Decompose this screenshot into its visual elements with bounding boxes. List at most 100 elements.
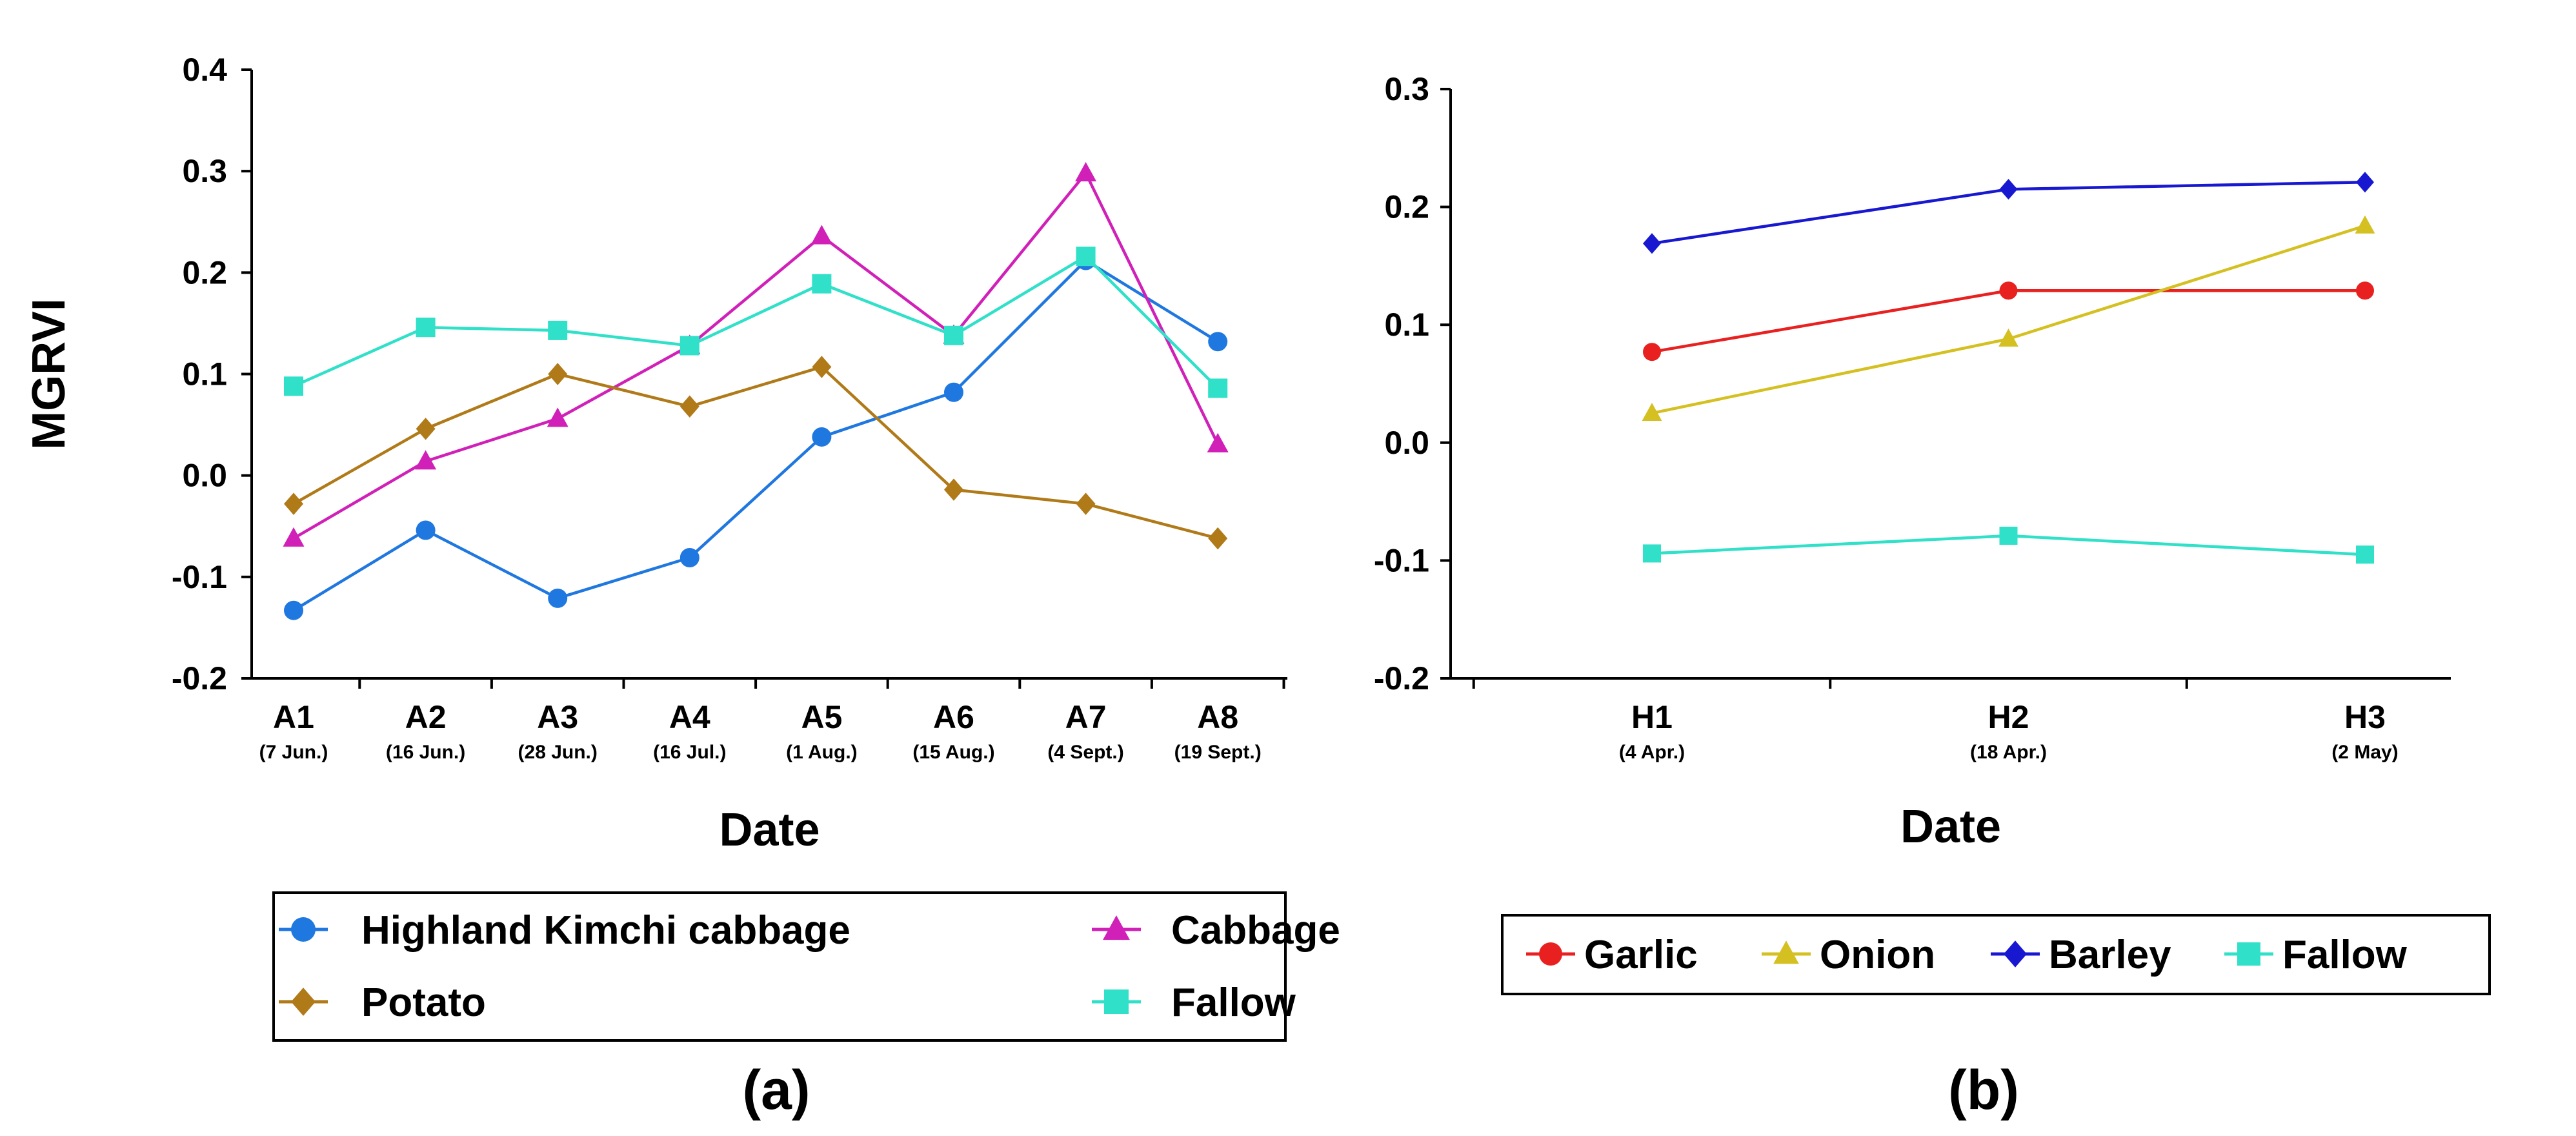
panel-a-x-tick-date: (19 Sept.) [1174, 742, 1262, 763]
panel-a-y-tick-label: 0.4 [182, 52, 227, 88]
panel-b-point-barley [2356, 172, 2374, 193]
panel-b-legend-label-onion: Onion [1820, 933, 1935, 977]
panel-a-y-tick-label: 0.0 [182, 458, 227, 494]
panel-a-point-potato [416, 418, 436, 440]
panel-b-x-tick-date: (4 Apr.) [1619, 742, 1685, 763]
panel-b-point-barley [1643, 233, 1661, 254]
panel-a-y-tick-label: -0.2 [172, 660, 227, 696]
panel-a-y-axis-title: MGRVI [23, 298, 75, 450]
panel-a-point-potato [1076, 492, 1096, 515]
panel-a-legend-marker-cabbage [1103, 915, 1130, 940]
panel-b-point-fallow [1999, 527, 2018, 545]
panel-b-legend-marker-fallow [2237, 942, 2260, 966]
panel-a-point-fallow [812, 274, 832, 294]
panel-b-y-tick-label: -0.2 [1374, 660, 1429, 696]
panel-a-series-line-cabbage [292, 172, 1220, 540]
panel-a-point-highland-kimchi-cabbage [679, 547, 699, 567]
panel-b-series-line-onion [1651, 224, 2366, 415]
panel-a-x-tick-date: (7 Jun.) [259, 742, 328, 763]
panel-a-legend-label-potato: Potato [361, 980, 486, 1025]
panel-a-series-line-highland-kimchi-cabbage [292, 259, 1219, 612]
panel-a-point-fallow [284, 376, 303, 396]
panel-b-point-fallow [2356, 545, 2374, 564]
panel-a-x-tick-label: A7 [1065, 699, 1107, 735]
panel-b-point-onion [1998, 329, 2018, 347]
panel-b-legend-marker-barley [2004, 940, 2027, 968]
panel-a-point-potato [1208, 527, 1228, 550]
panel-b-y-tick-label: 0.1 [1384, 307, 1429, 343]
panel-b-y-tick-label: 0.2 [1384, 189, 1429, 225]
panel-a-point-potato [548, 363, 568, 385]
panel-a-series-line-fallow [293, 254, 1219, 390]
panel-b-x-axis-title: Date [1900, 801, 2001, 853]
panel-a-x-tick-label: A3 [537, 699, 578, 735]
panel-a-point-fallow [548, 320, 568, 340]
panel-a-point-potato [812, 356, 832, 378]
panel-b-point-garlic [1999, 281, 2018, 300]
panel-a-y-tick-label: 0.1 [182, 356, 227, 392]
panel-a-point-highland-kimchi-cabbage [1208, 332, 1228, 352]
panel-b-point-onion [2355, 215, 2375, 234]
panel-a-x-tick-label: A6 [933, 699, 974, 735]
panel-a-point-highland-kimchi-cabbage [944, 382, 963, 402]
panel-a-point-fallow [1208, 378, 1228, 398]
panel-a-legend-marker-highland-kimchi-cabbage [291, 917, 316, 942]
panel-a-legend-marker-potato [291, 988, 316, 1016]
chart-panel-a: 0.4 0.3 0.2 0.1 0.0 -0.1 -0.2 A1 (7 Jun.) A2 (16 J… [23, 52, 1340, 1121]
panel-b-x-tick-date: (2 May) [2331, 742, 2398, 763]
chart-panel-b: 0.3 0.2 0.1 0.0 -0.1 -0.2 H1 (4 Apr.) H2 (18 Apr.… [1374, 71, 2491, 1121]
panel-a-x-axis-title: Date [719, 804, 820, 856]
panel-a-x-tick-date: (15 Aug.) [912, 742, 994, 763]
panel-b-point-barley [1999, 179, 2018, 200]
panel-a-y-tick-label: -0.1 [172, 559, 227, 595]
panel-a-point-cabbage [810, 225, 832, 245]
panel-a-y-tick-label: 0.3 [182, 153, 227, 189]
panel-b-x-tick-label: H2 [1988, 699, 2029, 735]
panel-b-x-tick-date: (18 Apr.) [1970, 742, 2047, 763]
panel-b-point-garlic [2356, 281, 2374, 300]
panel-a-x-tick-label: A4 [669, 699, 710, 735]
panel-b-label: (b) [1948, 1059, 2019, 1121]
panel-b-legend-label-garlic: Garlic [1584, 933, 1698, 977]
panel-a-point-highland-kimchi-cabbage [416, 520, 436, 540]
panel-a-point-fallow [1076, 247, 1096, 267]
panel-a-x-tick-label: A8 [1197, 699, 1238, 735]
panel-b-y-tick-label: -0.1 [1374, 542, 1429, 578]
panel-a-legend-label-highland-kimchi-cabbage: Highland Kimchi cabbage [361, 908, 850, 953]
panel-b-y-tick-label: 0.3 [1384, 71, 1429, 107]
panel-a-x-tick-date: (4 Sept.) [1047, 742, 1123, 763]
panel-b-legend-label-fallow: Fallow [2282, 933, 2408, 977]
panel-a-point-cabbage [283, 527, 305, 547]
panel-a-x-tick-label: A1 [273, 699, 314, 735]
panel-b-legend-label-barley: Barley [2049, 933, 2171, 977]
panel-a-legend-marker-fallow [1104, 989, 1129, 1014]
panel-b-point-garlic [1643, 343, 1661, 361]
panel-a-point-highland-kimchi-cabbage [812, 427, 832, 447]
panel-b-y-tick-label: 0.0 [1384, 425, 1429, 461]
panel-b-point-onion [1642, 403, 1662, 421]
panel-a-point-potato [944, 478, 963, 501]
panel-b-point-fallow [1643, 544, 1661, 563]
panel-b-x-tick-label: H3 [2344, 699, 2386, 735]
panel-a-y-tick-label: 0.2 [182, 254, 227, 290]
panel-b-legend-marker-garlic [1539, 942, 1562, 966]
panel-b-x-tick-label: H1 [1631, 699, 1673, 735]
panel-a-point-cabbage [547, 407, 569, 427]
panel-a-point-cabbage [1207, 432, 1229, 452]
panel-a-legend-label-cabbage: Cabbage [1171, 908, 1340, 953]
panel-a-x-tick-label: A2 [405, 699, 447, 735]
panel-a-point-potato [679, 395, 699, 418]
panel-a-x-tick-label: A5 [801, 699, 842, 735]
panel-a-x-tick-date: (28 Jun.) [518, 742, 598, 763]
panel-a-label: (a) [742, 1059, 810, 1121]
panel-a-point-fallow [416, 318, 436, 338]
panel-a-point-fallow [944, 325, 963, 345]
panel-a-x-tick-date: (16 Jun.) [386, 742, 465, 763]
panel-b-legend-marker-onion [1773, 940, 1799, 964]
panel-a-legend-label-fallow: Fallow [1171, 980, 1296, 1025]
panel-a-point-potato [284, 492, 303, 515]
panel-a-point-cabbage [415, 450, 437, 470]
panel-a-x-tick-date: (1 Aug.) [786, 742, 858, 763]
panel-a-point-fallow [679, 336, 699, 356]
